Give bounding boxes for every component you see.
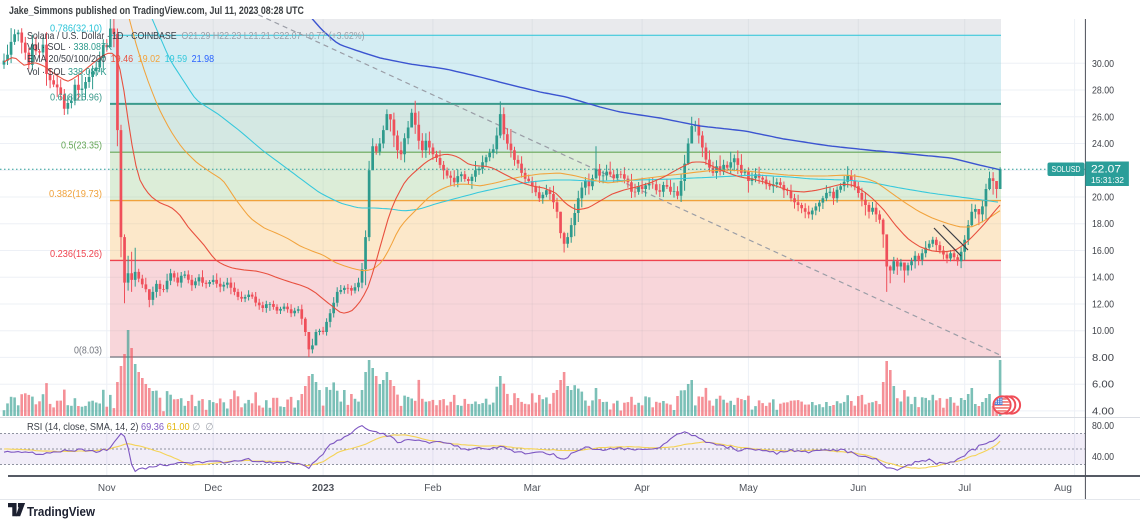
svg-text:22.07: 22.07 — [1091, 164, 1121, 176]
svg-text:28.00: 28.00 — [1092, 86, 1114, 97]
svg-text:8.00: 8.00 — [1092, 353, 1114, 364]
svg-text:0.236(15.26): 0.236(15.26) — [50, 249, 102, 260]
svg-text:80.00: 80.00 — [1092, 421, 1114, 432]
svg-text:20.00: 20.00 — [1092, 193, 1114, 204]
svg-text:40.00: 40.00 — [1092, 452, 1114, 463]
svg-text:Jun: Jun — [850, 483, 866, 494]
svg-text:Aug: Aug — [1054, 483, 1072, 494]
svg-text:10.00: 10.00 — [1092, 326, 1114, 337]
svg-text:Jul: Jul — [958, 483, 971, 494]
svg-text:24.00: 24.00 — [1092, 139, 1114, 150]
svg-text:16.00: 16.00 — [1092, 246, 1114, 257]
svg-text:SOLUSD: SOLUSD — [1052, 164, 1081, 174]
svg-text:30.00: 30.00 — [1092, 59, 1114, 70]
svg-text:0.618(26.96): 0.618(26.96) — [50, 92, 102, 103]
svg-text:Mar: Mar — [524, 483, 542, 494]
svg-text:Feb: Feb — [424, 483, 442, 494]
svg-text:Nov: Nov — [98, 483, 116, 494]
svg-text:Apr: Apr — [634, 483, 650, 494]
svg-text:12.00: 12.00 — [1092, 300, 1114, 311]
svg-text:14.00: 14.00 — [1092, 273, 1114, 284]
svg-text:Dec: Dec — [204, 483, 222, 494]
svg-text:26.00: 26.00 — [1092, 112, 1114, 123]
svg-text:15:31:32: 15:31:32 — [1091, 175, 1124, 185]
svg-text:2023: 2023 — [312, 483, 335, 494]
svg-text:0.382(19.73): 0.382(19.73) — [49, 189, 102, 200]
svg-text:6.00: 6.00 — [1092, 380, 1114, 391]
svg-text:4.00: 4.00 — [1092, 406, 1114, 417]
svg-text:0.786(32.10): 0.786(32.10) — [50, 24, 102, 35]
svg-text:0.5(23.35): 0.5(23.35) — [61, 141, 102, 152]
svg-text:0(8.03): 0(8.03) — [74, 346, 102, 357]
svg-text:May: May — [739, 483, 758, 494]
svg-text:18.00: 18.00 — [1092, 219, 1114, 230]
